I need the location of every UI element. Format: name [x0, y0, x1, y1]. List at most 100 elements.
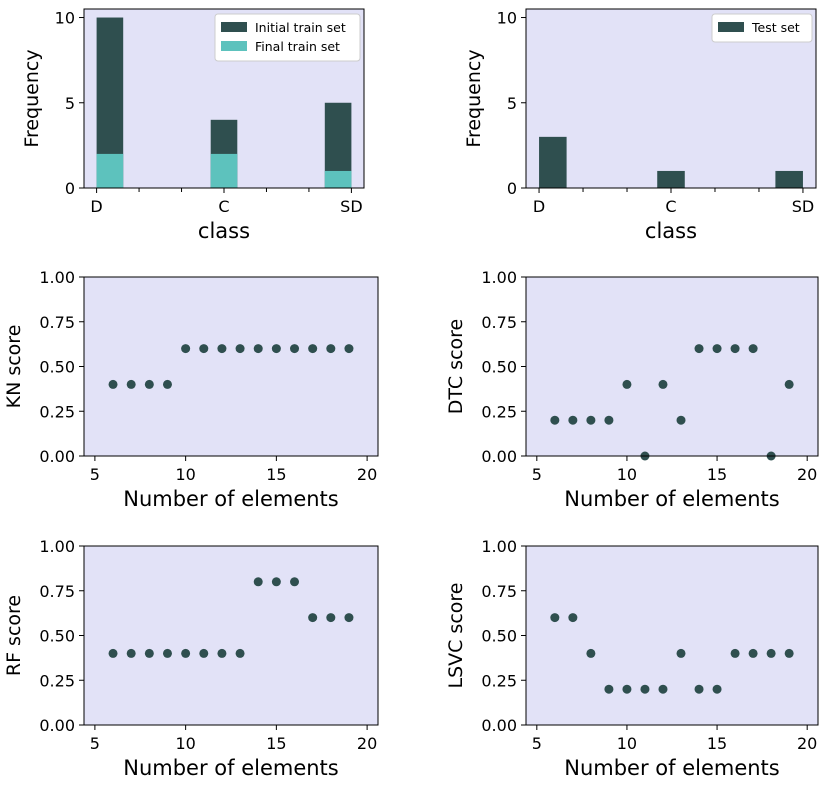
data-point	[253, 344, 263, 354]
axes-frame	[525, 276, 819, 457]
x-tick-label: 15	[707, 465, 727, 484]
x-axis-label: Number of elements	[564, 487, 780, 511]
bar-final-0	[96, 153, 124, 188]
bar-final-2	[324, 170, 352, 188]
data-point	[326, 344, 336, 354]
data-point	[126, 648, 136, 658]
chart-panel-4: 0.00 0.25 0.50 0.75 1.00 5 10 15 20 RF score Numbe…	[3, 537, 379, 780]
x-tick-label: 10	[175, 465, 195, 484]
data-point	[108, 648, 118, 658]
x-axis-label: class	[645, 219, 697, 243]
data-point	[568, 415, 578, 425]
bar-final-1	[210, 153, 238, 188]
data-point	[181, 648, 191, 658]
data-point	[784, 379, 794, 389]
data-point	[271, 577, 281, 587]
data-point	[162, 379, 172, 389]
y-tick-label: 1.00	[481, 268, 517, 287]
y-tick-label: 1.00	[39, 268, 75, 287]
data-point	[308, 344, 318, 354]
y-axis-label: Frequency	[21, 49, 43, 147]
legend-entry: Test set	[751, 20, 800, 35]
data-point	[622, 379, 632, 389]
x-tick-label: SD	[792, 197, 814, 216]
y-tick-label: 0.00	[39, 447, 75, 466]
data-point	[326, 613, 336, 623]
y-tick-label: 0.25	[481, 402, 517, 421]
y-axis-label: Frequency	[463, 49, 485, 147]
legend-box	[711, 13, 813, 43]
bar-test-1	[657, 170, 685, 188]
x-tick-label: D	[533, 197, 545, 216]
y-tick-label: 0.50	[481, 358, 517, 377]
y-tick-label: 0.25	[39, 671, 75, 690]
data-point	[217, 344, 227, 354]
y-tick-label: 0	[507, 179, 517, 198]
data-point	[730, 344, 740, 354]
y-tick-label: 0	[65, 179, 75, 198]
y-tick-label: 0.00	[481, 447, 517, 466]
data-point	[290, 577, 300, 587]
y-tick-label: 0.75	[481, 313, 517, 332]
data-point	[748, 648, 758, 658]
plot-area	[84, 277, 378, 456]
data-point	[604, 684, 614, 694]
axes-frame	[83, 276, 379, 457]
y-tick-label: 0.50	[481, 627, 517, 646]
plot-area	[526, 277, 818, 456]
x-axis-label: Number of elements	[123, 487, 339, 511]
data-point	[126, 379, 136, 389]
data-point	[568, 613, 578, 623]
y-tick-label: 5	[65, 94, 75, 113]
chart-panel-2: 0.00 0.25 0.50 0.75 1.00 5 10 15 20 KN score Numbe…	[3, 268, 379, 511]
data-point	[712, 684, 722, 694]
data-point	[712, 344, 722, 354]
data-point	[694, 344, 704, 354]
legend-box	[214, 13, 361, 62]
y-tick-label: 0.75	[481, 582, 517, 601]
chart-panel-0: 0 5 10 D C SD Initial train set Final train set…	[21, 8, 365, 243]
y-tick-label: 1.00	[39, 537, 75, 556]
chart-panel-5: 0.00 0.25 0.50 0.75 1.00 5 10 15 20 LSVC score Num…	[445, 537, 819, 780]
x-tick-label: 20	[357, 465, 377, 484]
x-tick-label: 10	[617, 734, 637, 753]
data-point	[144, 648, 154, 658]
legend-swatch	[718, 22, 744, 32]
data-point	[108, 379, 118, 389]
data-point	[235, 344, 245, 354]
data-point	[586, 648, 596, 658]
x-tick-label: D	[90, 197, 102, 216]
data-point	[290, 344, 300, 354]
y-tick-label: 0.00	[39, 716, 75, 735]
bar-test-0	[539, 136, 567, 188]
y-tick-label: 0.25	[481, 671, 517, 690]
data-point	[550, 415, 560, 425]
data-point	[308, 613, 318, 623]
data-point	[199, 344, 209, 354]
bar-test-2	[775, 170, 803, 188]
y-tick-label: 0.75	[39, 582, 75, 601]
x-tick-label: 20	[797, 734, 817, 753]
y-axis-label: LSVC score	[445, 582, 467, 688]
y-axis-label: DTC score	[445, 319, 467, 414]
x-tick-label: 5	[532, 465, 542, 484]
data-point	[217, 648, 227, 658]
data-point	[586, 415, 596, 425]
x-tick-label: 15	[707, 734, 727, 753]
data-point	[640, 684, 650, 694]
data-point	[694, 684, 704, 694]
y-axis-label: RF score	[3, 595, 25, 676]
y-tick-label: 0.50	[39, 358, 75, 377]
axes-frame	[83, 545, 379, 726]
data-point	[676, 648, 686, 658]
data-point	[658, 684, 668, 694]
data-point	[144, 379, 154, 389]
y-tick-label: 5	[507, 94, 517, 113]
x-axis-label: class	[198, 219, 250, 243]
x-tick-label: C	[665, 197, 676, 216]
data-point	[730, 648, 740, 658]
legend-swatch	[221, 22, 247, 32]
x-tick-label: 5	[90, 465, 100, 484]
data-point	[253, 577, 263, 587]
